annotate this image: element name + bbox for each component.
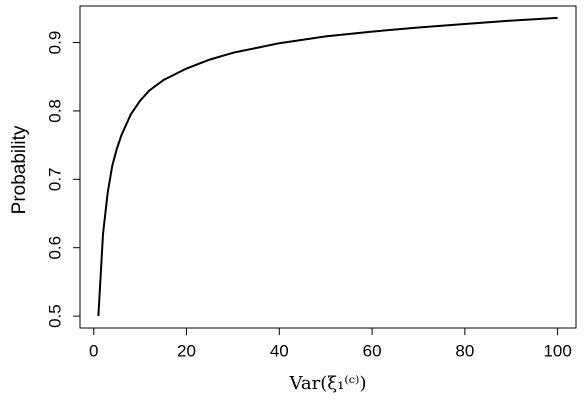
y-tick-label: 0.8 — [45, 99, 64, 123]
x-tick-label: 100 — [543, 341, 571, 360]
y-tick-label: 0.9 — [45, 31, 64, 55]
x-axis-label: Var(ξ₁⁽ᶜ⁾) — [289, 373, 367, 394]
line-series — [97, 16, 558, 317]
y-axis-label: Probability — [9, 125, 30, 214]
plot-frame — [79, 5, 577, 329]
x-tick-label: 60 — [363, 341, 382, 360]
x-tick-label: 20 — [177, 341, 196, 360]
x-tick-label: 40 — [270, 341, 289, 360]
x-tick-label: 80 — [455, 341, 474, 360]
y-tick-label: 0.5 — [45, 304, 64, 328]
y-tick-label: 0.7 — [45, 167, 64, 191]
y-tick-label: 0.6 — [45, 236, 64, 260]
x-tick-label: 0 — [89, 341, 98, 360]
